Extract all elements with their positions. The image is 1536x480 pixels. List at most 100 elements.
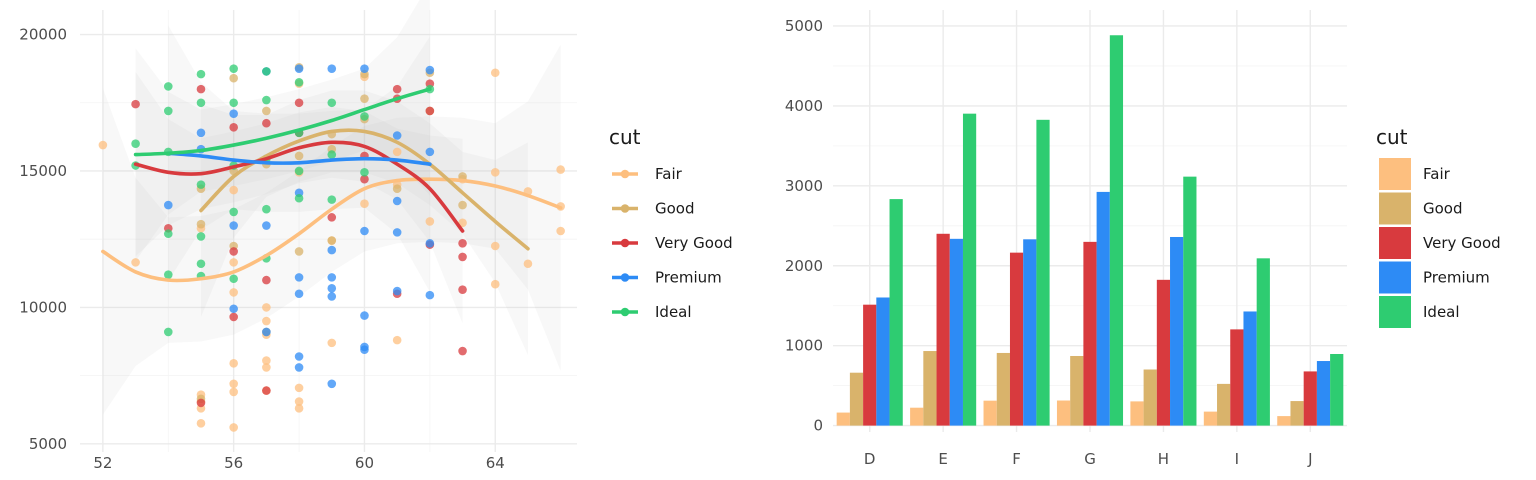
bar-legend-label-premium: Premium xyxy=(1423,269,1490,287)
scatter-y-tick-label: 20000 xyxy=(19,26,67,44)
scatter-point-good xyxy=(458,200,467,210)
scatter-legend-key-dot-premium xyxy=(620,273,630,282)
scatter-point-fair xyxy=(229,359,238,368)
bar-x-tick-label: G xyxy=(1084,450,1096,468)
bar-i-very-good xyxy=(1230,329,1244,426)
scatter-point-ideal xyxy=(196,180,206,189)
scatter-point-ideal xyxy=(163,106,173,116)
bar-e-very-good xyxy=(936,233,950,426)
bar-panel: 0 1000 2000 3000 4000 5000 D E F G H I J xyxy=(785,10,1347,468)
scatter-point-fair xyxy=(262,303,271,312)
bar-x-tick-label: E xyxy=(938,450,947,468)
scatter-legend-key-dot-ideal xyxy=(620,307,630,317)
scatter-point-premium xyxy=(425,147,435,157)
scatter-point-fair xyxy=(229,379,238,389)
scatter-point-premium xyxy=(360,226,369,236)
scatter-point-ideal xyxy=(229,64,238,73)
bar-legend-swatch-good xyxy=(1379,192,1411,225)
scatter-point-fair xyxy=(229,288,238,297)
bar-j-good xyxy=(1290,401,1304,426)
scatter-point-premium xyxy=(360,311,369,320)
scatter-point-premium xyxy=(327,379,337,389)
bar-h-ideal xyxy=(1183,176,1197,426)
scatter-y-tick-label: 5000 xyxy=(29,435,67,453)
scatter-point-fair xyxy=(490,168,500,177)
bar-i-fair xyxy=(1203,411,1218,426)
scatter-point-ideal xyxy=(163,82,173,91)
bar-d-fair xyxy=(836,412,850,426)
scatter-point-good xyxy=(294,247,304,256)
bar-h-good xyxy=(1143,369,1157,426)
scatter-point-fair xyxy=(229,387,238,397)
scatter-point-ideal xyxy=(196,259,206,269)
scatter-point-ideal xyxy=(196,98,206,108)
bar-legend-title: cut xyxy=(1376,125,1408,149)
scatter-point-premium xyxy=(392,131,402,140)
scatter-point-premium xyxy=(229,109,238,118)
bar-f-premium xyxy=(1023,239,1037,426)
scatter-point-fair xyxy=(294,383,304,393)
bar-legend-swatch-premium xyxy=(1379,261,1411,294)
bar-g-ideal xyxy=(1109,35,1124,426)
scatter-legend-label-fair: Fair xyxy=(655,165,683,183)
bar-x-tick-label: J xyxy=(1307,450,1312,468)
scatter-point-fair xyxy=(294,397,304,406)
scatter-point-very-good xyxy=(262,386,271,395)
bar-j-fair xyxy=(1277,416,1291,426)
scatter-point-very-good xyxy=(262,275,271,285)
bar-g-very-good xyxy=(1083,241,1097,426)
scatter-point-fair xyxy=(229,258,238,267)
scatter-legend: cut Fair Good Very Good Premium Ideal xyxy=(609,125,733,321)
scatter-point-good xyxy=(327,236,337,245)
bar-legend-label-fair: Fair xyxy=(1423,165,1451,183)
scatter-point-very-good xyxy=(196,84,206,94)
scatter-point-fair xyxy=(490,279,500,289)
bar-h-fair xyxy=(1130,401,1144,426)
scatter-point-fair xyxy=(360,199,369,209)
scatter-point-ideal xyxy=(262,67,271,76)
scatter-point-ideal xyxy=(163,229,173,239)
bar-legend-label-very-good: Very Good xyxy=(1423,234,1501,252)
scatter-point-very-good xyxy=(392,84,402,94)
scatter-point-premium xyxy=(262,327,271,337)
scatter-point-ideal xyxy=(327,195,337,204)
scatter-point-premium xyxy=(229,221,238,230)
scatter-point-ideal xyxy=(294,166,304,176)
scatter-point-very-good xyxy=(262,118,271,128)
bar-e-premium xyxy=(949,238,963,426)
scatter-point-premium xyxy=(425,238,435,248)
scatter-point-premium xyxy=(392,228,402,237)
scatter-point-very-good xyxy=(229,312,238,322)
scatter-point-very-good xyxy=(327,213,337,222)
bar-g-fair xyxy=(1056,400,1071,426)
smooth-line-ideal xyxy=(133,87,432,157)
bar-f-good xyxy=(996,352,1010,426)
scatter-legend-label-premium: Premium xyxy=(655,269,722,287)
scatter-point-premium xyxy=(294,64,304,73)
scatter-point-premium xyxy=(327,273,337,282)
scatter-point-very-good xyxy=(360,174,369,184)
scatter-point-ideal xyxy=(262,95,271,105)
scatter-point-good xyxy=(392,184,402,194)
scatter-point-ideal xyxy=(196,69,206,79)
bar-i-ideal xyxy=(1256,258,1270,426)
bar-e-ideal xyxy=(962,113,977,426)
scatter-point-ideal xyxy=(229,207,238,217)
bar-legend-swatch-very-good xyxy=(1379,227,1411,259)
scatter-legend-title: cut xyxy=(609,125,641,149)
scatter-point-very-good xyxy=(196,398,206,408)
bar-x-tick-label: D xyxy=(864,450,876,468)
bar-y-tick-label: 5000 xyxy=(785,17,823,35)
bar-y-tick-label: 2000 xyxy=(785,257,823,275)
scatter-point-good xyxy=(360,94,369,103)
scatter-legend-key-dot-fair xyxy=(620,169,630,179)
scatter-point-fair xyxy=(523,259,533,269)
scatter-point-premium xyxy=(392,196,402,206)
scatter-point-fair xyxy=(490,241,500,251)
bar-j-premium xyxy=(1316,361,1331,426)
smooth-line-fair xyxy=(101,177,563,283)
bar-e-good xyxy=(923,351,937,426)
scatter-point-fair xyxy=(262,363,271,372)
bar-d-ideal xyxy=(889,199,903,426)
